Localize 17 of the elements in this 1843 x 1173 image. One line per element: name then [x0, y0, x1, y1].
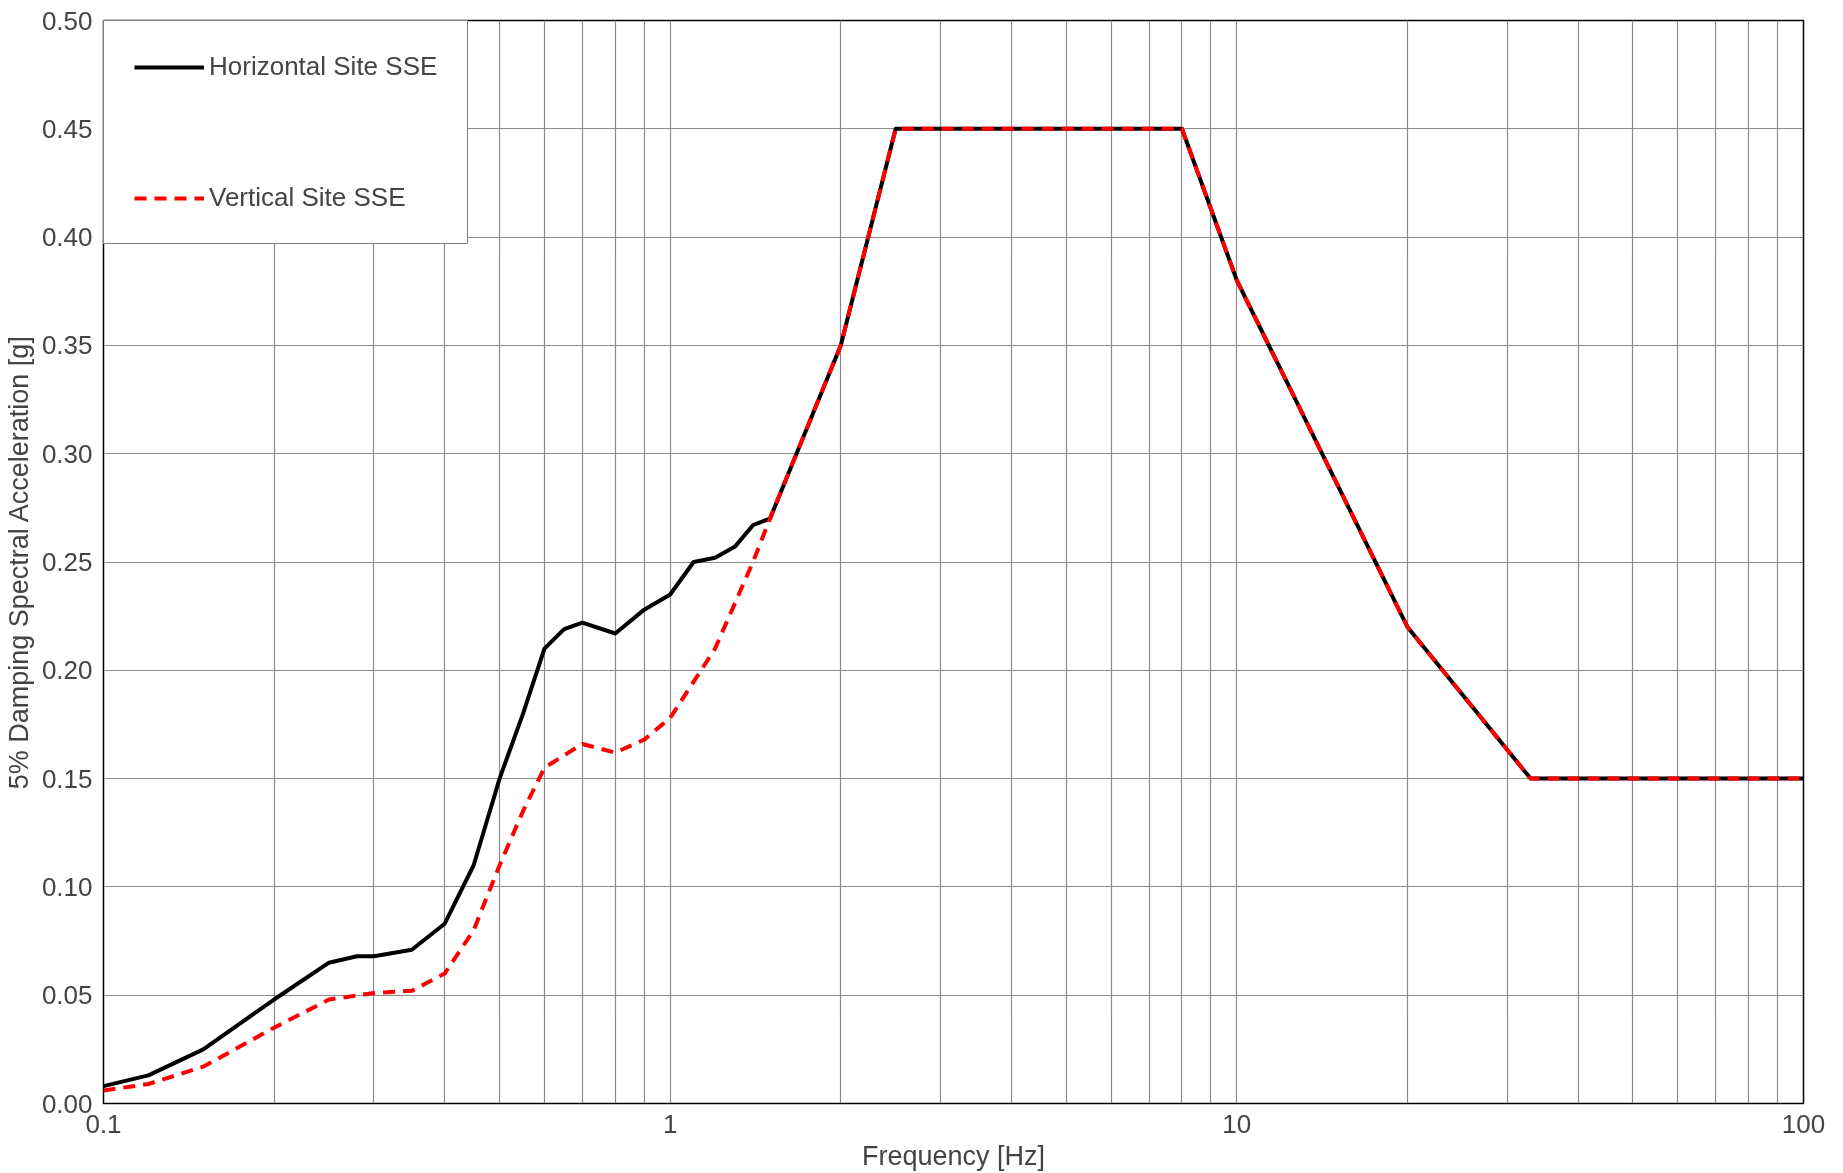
legend-label: Horizontal Site SSE	[209, 51, 438, 82]
y-tick-label: 0.15	[41, 763, 93, 794]
y-tick-label: 0.05	[41, 980, 93, 1011]
y-tick-label: 0.45	[41, 113, 93, 144]
x-axis-title: Frequency [Hz]	[861, 1140, 1046, 1171]
y-tick-label: 0.25	[41, 547, 93, 577]
y-tick-label: 0.50	[41, 5, 93, 36]
y-tick-label: 0.30	[41, 438, 93, 469]
y-axis-title: 5% Damping Spectral Acceleration [g]	[3, 336, 34, 790]
y-tick-label: 0.20	[41, 655, 93, 686]
x-tick-label: 10	[1222, 1108, 1252, 1139]
y-tick-label: 0.35	[41, 330, 93, 361]
y-tick-label: 0.40	[41, 222, 93, 253]
y-tick-label: 0.10	[41, 871, 93, 902]
legend-label: Vertical Site SSE	[209, 182, 406, 213]
x-tick-label: 1	[662, 1108, 678, 1139]
x-tick-label: 100	[1781, 1108, 1826, 1139]
